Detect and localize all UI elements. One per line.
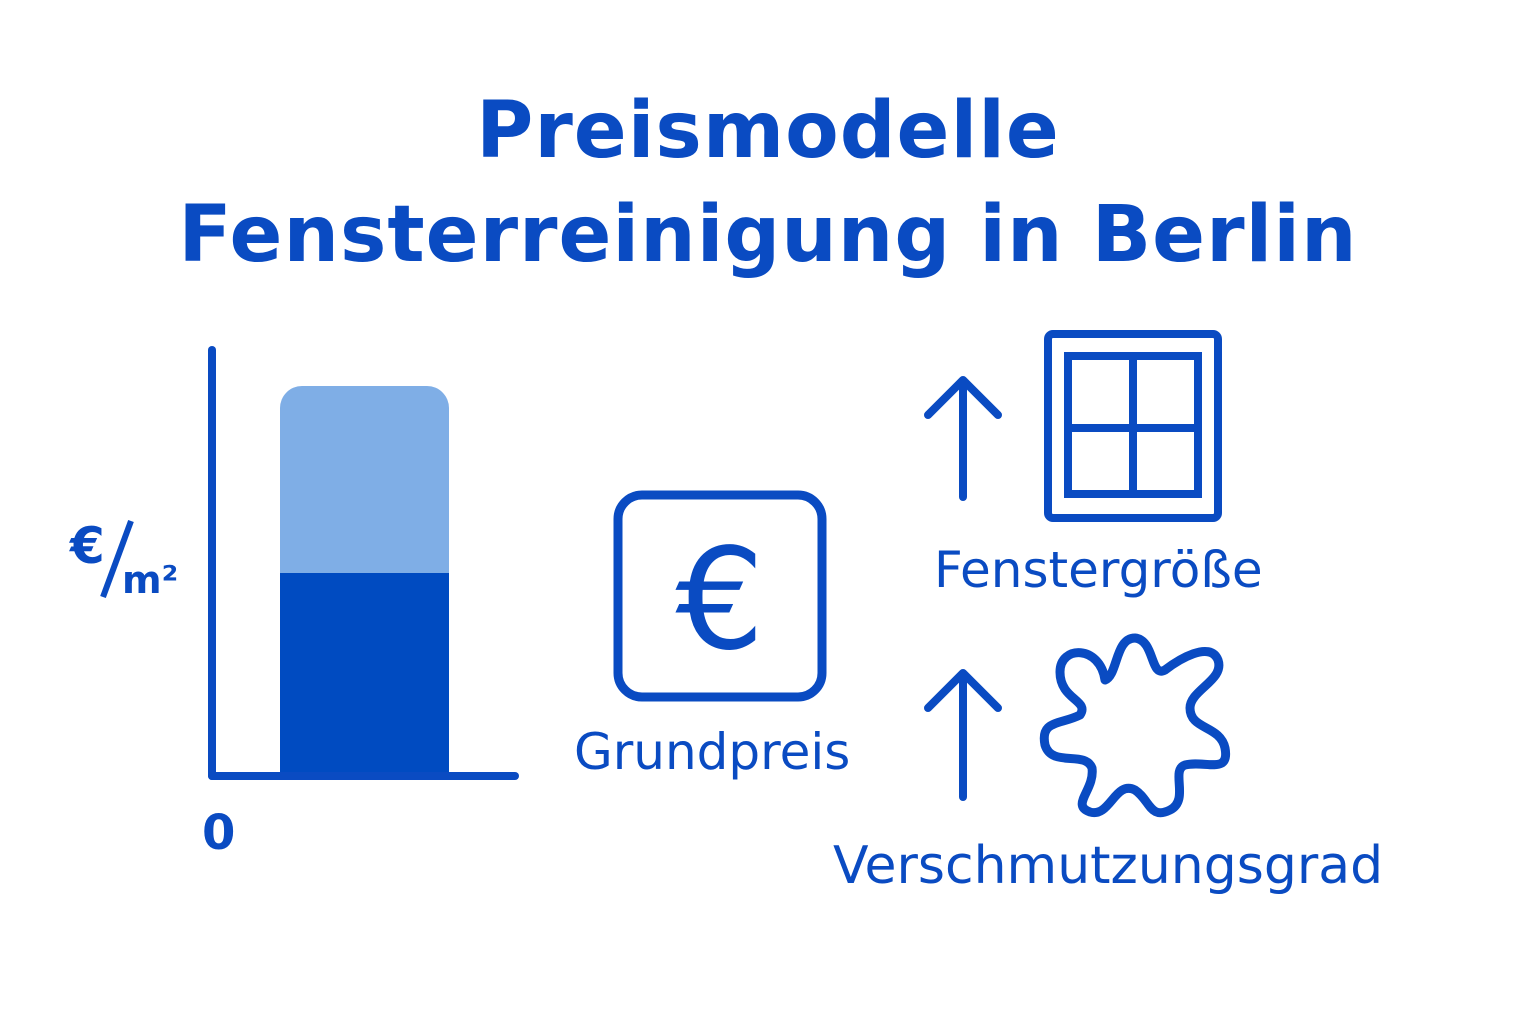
svg-text:€: €: [675, 519, 764, 682]
arrow-up-icon: [924, 669, 1002, 801]
fenstergroesse-label: Fenstergröße: [934, 541, 1263, 599]
stain-icon: [1039, 633, 1231, 818]
zero-label: 0: [202, 805, 235, 861]
bar-base-segment: [280, 573, 449, 778]
verschmutzungsgrad-label: Verschmutzungsgrad: [833, 836, 1384, 896]
title-line-1: Preismodelle: [476, 86, 1060, 176]
bar-top-segment-lower: [280, 420, 449, 574]
title-line-2: Fensterreinigung in Berlin: [178, 190, 1358, 280]
y-axis-unit: m²: [122, 558, 178, 602]
y-axis-currency: €: [69, 517, 105, 575]
euro-icon: €: [613, 490, 827, 702]
per-slash: [100, 519, 134, 599]
arrow-up-icon: [924, 376, 1002, 501]
grundpreis-label: Grundpreis: [574, 723, 851, 781]
window-icon: [1044, 330, 1222, 522]
